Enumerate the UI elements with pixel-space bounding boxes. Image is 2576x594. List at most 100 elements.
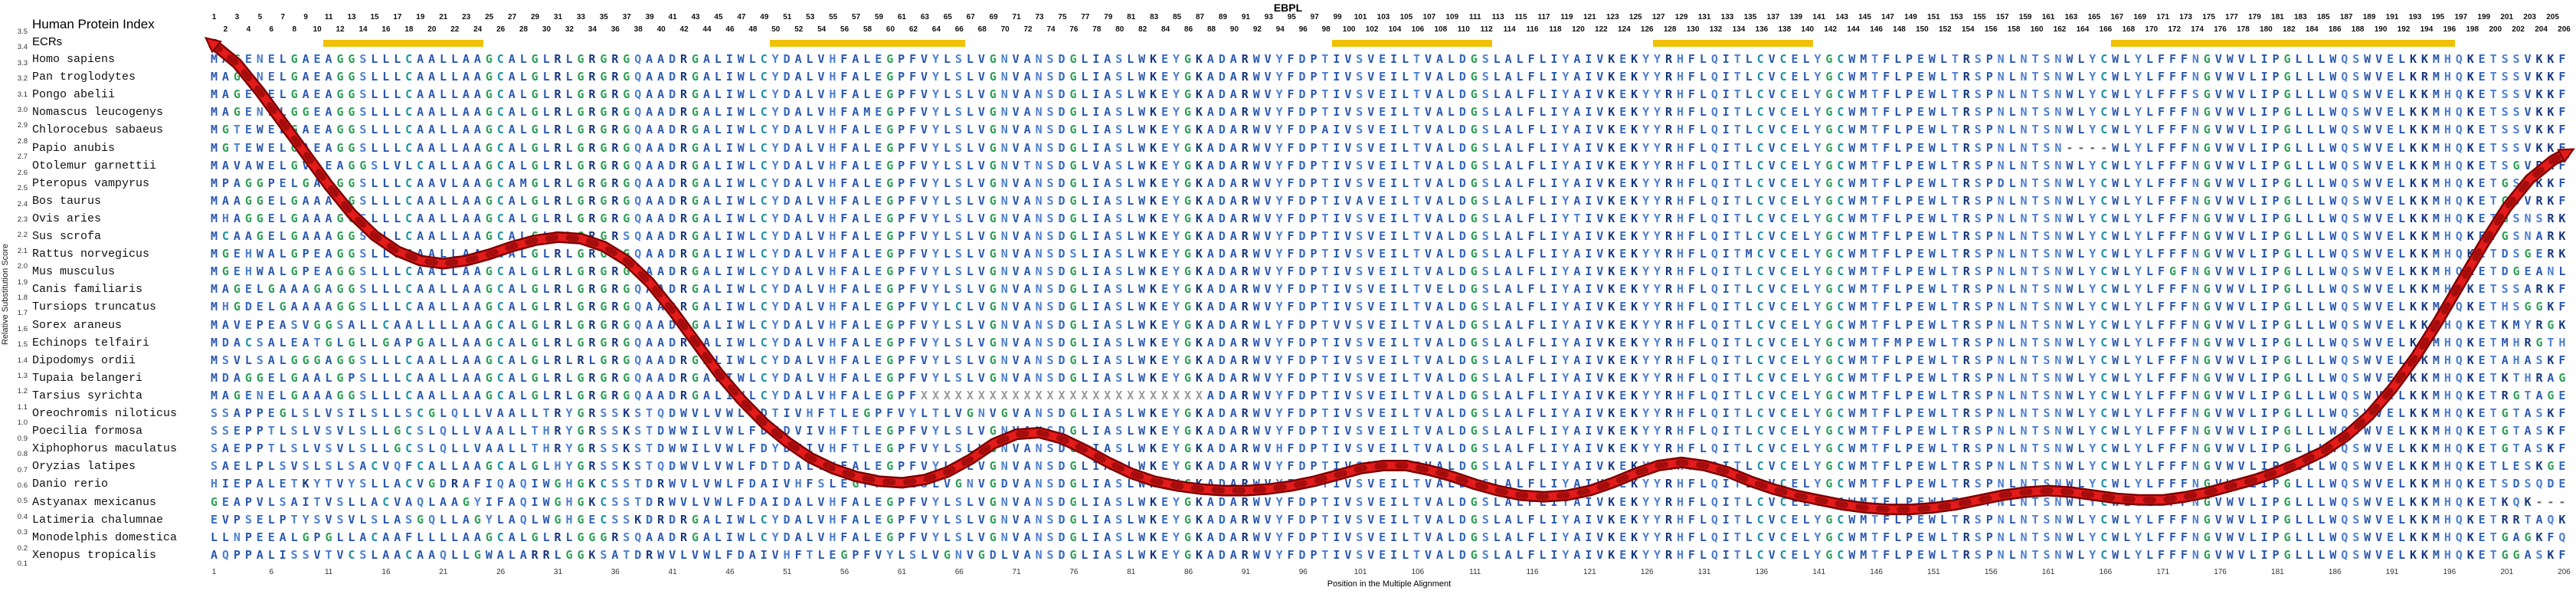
residue: W bbox=[2066, 388, 2074, 402]
residue: M bbox=[210, 317, 218, 332]
residue: G bbox=[2283, 388, 2291, 402]
residue: D bbox=[1458, 317, 1466, 332]
residue: A bbox=[462, 264, 470, 279]
residue: V bbox=[2214, 264, 2222, 279]
residue: G bbox=[1470, 353, 1478, 367]
residue: G bbox=[886, 335, 894, 350]
residue: C bbox=[2100, 52, 2108, 66]
residue: A bbox=[1206, 229, 1214, 243]
residue: S bbox=[954, 353, 962, 367]
residue: T bbox=[1413, 370, 1421, 385]
residue: D bbox=[1298, 441, 1306, 456]
residue: Y bbox=[1642, 353, 1650, 367]
residue: L bbox=[2123, 158, 2131, 172]
residue: F bbox=[909, 335, 917, 350]
residue: F bbox=[1287, 140, 1295, 155]
residue: L bbox=[966, 247, 974, 261]
residue: P bbox=[1985, 247, 1993, 261]
residue: L bbox=[1516, 406, 1524, 420]
residue: A bbox=[1504, 353, 1512, 367]
residue: G bbox=[691, 87, 699, 102]
residue: V bbox=[1264, 353, 1272, 367]
ecr-bar[interactable] bbox=[2111, 40, 2456, 47]
residue: S bbox=[1481, 247, 1489, 261]
residue: S bbox=[1481, 300, 1489, 314]
residue: T bbox=[1413, 317, 1421, 332]
residue: F bbox=[1287, 70, 1295, 84]
residue: L bbox=[2249, 247, 2257, 261]
residue: Y bbox=[2135, 388, 2142, 402]
residue: H bbox=[2501, 300, 2509, 314]
residue: M bbox=[1860, 140, 1867, 155]
column-number: 134 bbox=[1732, 25, 1746, 34]
residue: L bbox=[1127, 123, 1134, 137]
residue: A bbox=[1573, 300, 1581, 314]
residue: R bbox=[1241, 70, 1249, 84]
column-number: 107 bbox=[1422, 13, 1436, 21]
ecr-bar[interactable] bbox=[1652, 40, 1814, 47]
residue: K bbox=[1608, 105, 1615, 120]
residue: L bbox=[2008, 87, 2016, 102]
residue: V bbox=[2375, 123, 2383, 137]
residue: S bbox=[1046, 105, 1054, 120]
residue: R bbox=[680, 176, 688, 190]
residue: S bbox=[1481, 229, 1489, 243]
residue: E bbox=[1619, 211, 1627, 225]
residue: T bbox=[2031, 70, 2039, 84]
residue: F bbox=[1527, 158, 1535, 172]
residue: A bbox=[1435, 193, 1443, 208]
residue: L bbox=[371, 317, 378, 332]
residue: L bbox=[1539, 193, 1547, 208]
residue: A bbox=[428, 123, 436, 137]
residue: A bbox=[1023, 211, 1031, 225]
residue: C bbox=[1779, 282, 1787, 297]
residue: D bbox=[221, 370, 229, 385]
residue: K bbox=[2535, 52, 2543, 66]
residue: L bbox=[2008, 353, 2016, 367]
residue: I bbox=[1333, 353, 1340, 367]
residue: L bbox=[1493, 264, 1501, 279]
residue: I bbox=[725, 353, 733, 367]
ecr-bar[interactable] bbox=[770, 40, 965, 47]
residue: A bbox=[1435, 105, 1443, 120]
residue: V bbox=[1424, 406, 1432, 420]
residue: L bbox=[1894, 229, 1902, 243]
residue: V bbox=[485, 406, 493, 420]
residue: G bbox=[279, 300, 286, 314]
residue: L bbox=[1493, 424, 1501, 438]
residue: L bbox=[748, 193, 756, 208]
residue: I bbox=[1333, 70, 1340, 84]
residue: L bbox=[714, 193, 722, 208]
residue: G bbox=[1825, 335, 1833, 350]
residue: L bbox=[1081, 441, 1088, 456]
ecr-bar[interactable] bbox=[322, 40, 484, 47]
residue: P bbox=[2272, 317, 2280, 332]
residue: R bbox=[1962, 70, 1970, 84]
residue: L bbox=[2146, 406, 2154, 420]
residue: L bbox=[1493, 87, 1501, 102]
residue: L bbox=[1127, 229, 1134, 243]
residue: A bbox=[657, 247, 665, 261]
ecr-bar[interactable] bbox=[1331, 40, 1493, 47]
residue: A bbox=[646, 335, 653, 350]
residue: T bbox=[2031, 105, 2039, 120]
residue: A bbox=[1504, 282, 1512, 297]
residue: I bbox=[2260, 123, 2268, 137]
y-axis-tick-label: 1.0 bbox=[17, 418, 28, 428]
species-name: Oreochromis niloticus bbox=[32, 407, 178, 420]
residue: Y bbox=[2089, 424, 2096, 438]
residue: G bbox=[989, 229, 997, 243]
residue: V bbox=[977, 335, 985, 350]
residue: H bbox=[1676, 406, 1684, 420]
residue: A bbox=[1023, 370, 1031, 385]
residue: A bbox=[267, 264, 275, 279]
residue: Y bbox=[1173, 229, 1180, 243]
residue: G bbox=[886, 87, 894, 102]
residue: V bbox=[1264, 123, 1272, 137]
y-axis-tick-label: 2.6 bbox=[17, 168, 28, 177]
residue: R bbox=[1241, 176, 1249, 190]
residue: W bbox=[1928, 282, 1936, 297]
residue: I bbox=[1333, 335, 1340, 350]
residue: S bbox=[1356, 300, 1363, 314]
residue: X bbox=[921, 388, 928, 402]
